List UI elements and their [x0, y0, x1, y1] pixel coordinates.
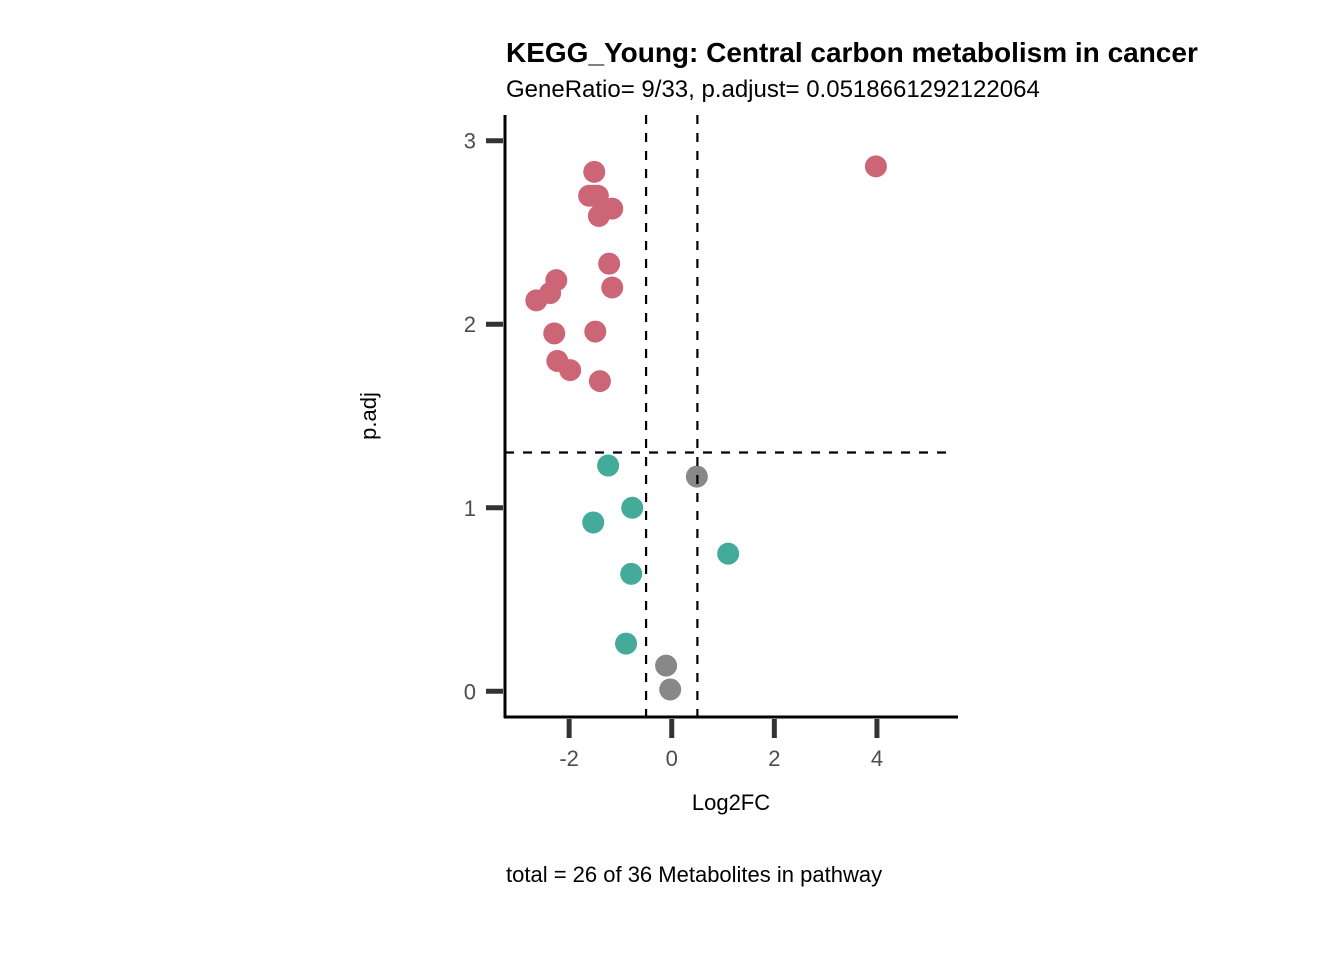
y-tick-label: 1: [464, 496, 476, 521]
data-point-significant-16: [864, 155, 887, 178]
data-points: [525, 155, 887, 701]
data-point-significant-7: [601, 276, 624, 299]
x-tick-label: 4: [871, 746, 883, 771]
y-tick-label: 3: [464, 129, 476, 154]
data-point-not-significant-1: [655, 654, 678, 677]
data-point-fold-change-only-3: [717, 542, 740, 565]
x-tick-label: -2: [559, 746, 579, 771]
data-point-significant-6: [598, 252, 621, 275]
data-point-fold-change-only-4: [620, 562, 643, 585]
data-point-fold-change-only-5: [615, 632, 638, 655]
data-point-not-significant-2: [659, 678, 682, 701]
data-point-significant-12: [584, 320, 607, 343]
chart-caption: total = 26 of 36 Metabolites in pathway: [506, 862, 882, 887]
data-point-significant-10: [525, 289, 548, 312]
y-tick-label: 2: [464, 312, 476, 337]
chart-title: KEGG_Young: Central carbon metabolism in…: [506, 37, 1198, 68]
data-point-significant-14: [559, 359, 582, 382]
reference-lines: [505, 115, 950, 717]
y-axis-label: p.adj: [356, 392, 381, 440]
data-point-fold-change-only-0: [597, 454, 620, 477]
x-tick-label: 2: [768, 746, 780, 771]
data-point-fold-change-only-1: [621, 496, 644, 519]
chart-subtitle: GeneRatio= 9/33, p.adjust= 0.05186612921…: [506, 76, 1040, 103]
y-tick-label: 0: [464, 679, 476, 704]
data-point-significant-0: [583, 160, 606, 183]
data-point-significant-3: [582, 184, 605, 207]
data-point-significant-15: [588, 370, 611, 393]
data-point-significant-5: [587, 204, 610, 227]
data-point-significant-11: [543, 322, 566, 345]
data-point-fold-change-only-2: [582, 511, 605, 534]
y-axis-ticks: 0 1 2 3: [464, 129, 503, 704]
x-axis-ticks: -2 0 2 4: [559, 719, 883, 771]
x-axis-label: Log2FC: [692, 790, 770, 815]
x-tick-label: 0: [666, 746, 678, 771]
